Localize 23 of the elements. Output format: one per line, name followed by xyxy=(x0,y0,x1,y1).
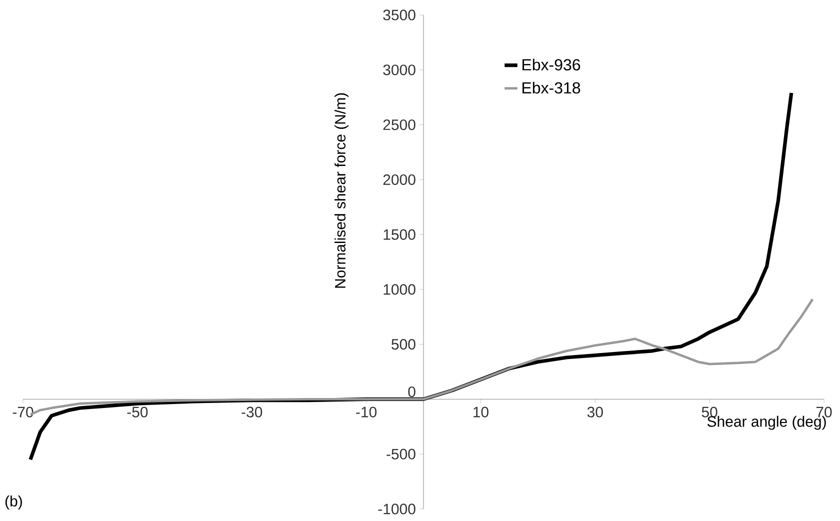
legend-label: Ebx-318 xyxy=(522,82,580,94)
y-tick-label: -500 xyxy=(386,448,416,460)
x-tick-label: 10 xyxy=(474,406,488,418)
y-axis-title: Normalised shear force (N/m) xyxy=(334,93,348,288)
y-tick-label: 3500 xyxy=(383,10,416,20)
y-tick-label: 0 xyxy=(408,386,416,398)
y-tick-label: 1500 xyxy=(384,229,416,240)
y-tick-label: 500 xyxy=(392,339,416,350)
x-tick-label: 50 xyxy=(702,406,718,418)
x-tick-label: -70 xyxy=(12,406,34,418)
x-tick-label: 30 xyxy=(587,406,603,418)
y-tick-label: 3000 xyxy=(383,64,416,76)
y-tick-label: 1000 xyxy=(384,284,416,295)
x-tick-label: -10 xyxy=(356,406,377,418)
y-tick-label: 2500 xyxy=(383,119,416,130)
legend-label: Ebx-936 xyxy=(522,58,580,70)
text: (b) xyxy=(5,495,22,510)
y-tick-label: 2000 xyxy=(383,174,416,185)
y-tick-label: -1000 xyxy=(378,504,416,514)
x-tick-label: -30 xyxy=(242,406,262,418)
x-tick-label: -50 xyxy=(127,406,148,418)
x-axis-title: Shear angle (deg) xyxy=(707,416,826,430)
x-tick-label: 70 xyxy=(816,406,832,418)
